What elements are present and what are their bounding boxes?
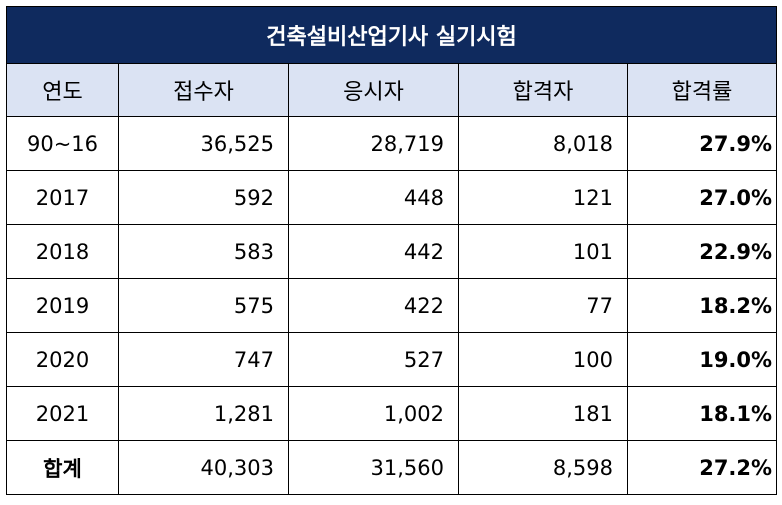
cell-pass-rate: 18.2%	[626, 278, 778, 333]
table-row: 2019 575 422 77 18.2%	[6, 278, 778, 333]
exam-stats-table: 건축설비산업기사 실기시험 연도 접수자 응시자 합격자 합격률 90~16 3…	[5, 6, 778, 495]
cell-applicants: 583	[118, 224, 289, 279]
cell-applicants: 575	[118, 278, 289, 333]
cell-passers: 8,018	[458, 116, 628, 171]
table-row: 2021 1,281 1,002 181 18.1%	[6, 386, 778, 441]
cell-examinees: 28,719	[288, 116, 459, 171]
header-year: 연도	[6, 63, 119, 117]
cell-pass-rate: 19.0%	[626, 332, 778, 387]
cell-passers: 181	[458, 386, 628, 441]
cell-year: 2020	[6, 332, 119, 387]
header-row: 연도 접수자 응시자 합격자 합격률	[6, 63, 778, 117]
cell-passers: 77	[458, 278, 628, 333]
header-passers: 합격자	[458, 63, 628, 117]
cell-applicants: 40,303	[118, 440, 289, 495]
cell-examinees: 448	[288, 170, 459, 225]
cell-passers: 100	[458, 332, 628, 387]
cell-passers: 8,598	[458, 440, 628, 495]
cell-examinees: 527	[288, 332, 459, 387]
cell-passers: 101	[458, 224, 628, 279]
cell-examinees: 31,560	[288, 440, 459, 495]
cell-pass-rate: 27.2%	[626, 440, 778, 495]
header-applicants: 접수자	[118, 63, 289, 117]
header-pass-rate: 합격률	[626, 63, 778, 117]
cell-year: 90~16	[6, 116, 119, 171]
cell-pass-rate: 22.9%	[626, 224, 778, 279]
cell-year: 2021	[6, 386, 119, 441]
cell-applicants: 592	[118, 170, 289, 225]
cell-applicants: 1,281	[118, 386, 289, 441]
cell-year: 2019	[6, 278, 119, 333]
cell-total-label: 합계	[6, 440, 119, 495]
table-row: 2020 747 527 100 19.0%	[6, 332, 778, 387]
table-row: 2017 592 448 121 27.0%	[6, 170, 778, 225]
table-row: 90~16 36,525 28,719 8,018 27.9%	[6, 116, 778, 171]
cell-year: 2017	[6, 170, 119, 225]
cell-pass-rate: 18.1%	[626, 386, 778, 441]
cell-applicants: 36,525	[118, 116, 289, 171]
cell-pass-rate: 27.0%	[626, 170, 778, 225]
cell-examinees: 442	[288, 224, 459, 279]
cell-applicants: 747	[118, 332, 289, 387]
table-title: 건축설비산업기사 실기시험	[5, 6, 778, 64]
cell-examinees: 422	[288, 278, 459, 333]
table-row: 2018 583 442 101 22.9%	[6, 224, 778, 279]
cell-passers: 121	[458, 170, 628, 225]
cell-pass-rate: 27.9%	[626, 116, 778, 171]
header-examinees: 응시자	[288, 63, 459, 117]
total-row: 합계 40,303 31,560 8,598 27.2%	[6, 440, 778, 495]
cell-year: 2018	[6, 224, 119, 279]
cell-examinees: 1,002	[288, 386, 459, 441]
